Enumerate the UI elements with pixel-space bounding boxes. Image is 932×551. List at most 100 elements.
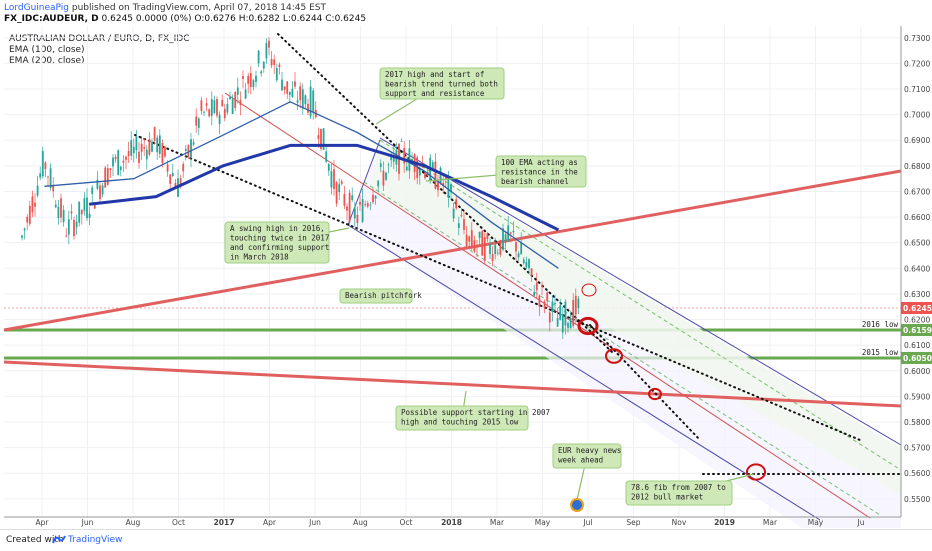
candle-body [236, 87, 239, 95]
candle-body [49, 168, 52, 189]
dotted-resistance-line [277, 33, 613, 353]
candle-body [509, 232, 512, 234]
candle-body [515, 242, 517, 252]
symbol-quote: FX_IDC:AUDEUR, D 0.6245 0.0000 (0%) O:0.… [4, 14, 366, 24]
candle-body [442, 182, 445, 186]
candle-body [275, 68, 278, 81]
annotation-text: 2012 bull market [631, 493, 703, 502]
annotation-text: touching twice in 2017 [230, 234, 329, 243]
candle-body [96, 179, 99, 189]
candle-body [538, 295, 541, 307]
candle-body [465, 234, 468, 247]
candle-body [377, 180, 380, 187]
annotation-text: 100 EMA acting as [501, 158, 578, 167]
x-tick-label: Apr [36, 518, 50, 527]
pitchfork-upper-line [379, 137, 902, 446]
annotation-text: week ahead [558, 456, 603, 465]
level-label: 2016 low [862, 320, 899, 329]
candle-body [182, 163, 185, 172]
candle-body [343, 194, 346, 206]
candle-body [143, 146, 146, 149]
candle-body [351, 195, 354, 201]
candle-body [468, 236, 471, 242]
y-tick-label: 0.6100 [904, 341, 930, 350]
y-tick-label: 0.5500 [904, 495, 930, 504]
candle-body [312, 90, 315, 113]
candle-body [213, 100, 216, 114]
candle-body [26, 216, 29, 223]
candle-body [327, 164, 330, 171]
candle-body [262, 61, 265, 69]
candle-body [572, 300, 575, 326]
created-with-text: Created with [6, 535, 64, 545]
candle-body [99, 185, 101, 200]
x-tick-label: Oct [400, 518, 413, 527]
candle-body [283, 86, 286, 90]
author-link[interactable]: LordGuineaPig [4, 3, 69, 13]
candle-body [161, 143, 164, 164]
candle-body [296, 100, 299, 103]
candle-body [392, 156, 395, 162]
candle-body [83, 198, 86, 211]
candle-body [195, 116, 198, 126]
candle-body [135, 136, 138, 151]
candle-body [60, 198, 62, 218]
candle-body [463, 219, 465, 230]
candle-body [106, 168, 109, 185]
pitchfork-inner-fill [370, 140, 901, 495]
candle-body [117, 150, 120, 175]
candle-body [190, 139, 192, 158]
candle-body [473, 240, 476, 252]
symbol-name: FX_IDC:AUDEUR, D [4, 14, 99, 24]
candle-body [93, 204, 96, 209]
candle-body [390, 155, 393, 161]
candle-body [288, 91, 291, 96]
candle-body [62, 209, 65, 223]
candle-body [517, 253, 520, 258]
candle-body [174, 182, 177, 189]
candle-body [39, 173, 42, 178]
candle-body [577, 298, 580, 309]
candle-body [158, 135, 161, 154]
candle-body [247, 75, 250, 84]
rising-trendline [3, 169, 902, 332]
price-tag-label: 0.6159 [903, 326, 932, 335]
candle-body [242, 76, 244, 80]
candle-body [75, 221, 78, 228]
x-tick-label: Ju [857, 518, 865, 527]
annotation-text: EUR heavy news [558, 446, 621, 455]
candle-body [109, 168, 112, 171]
candle-body [525, 261, 528, 268]
tradingview-brand-link[interactable]: TradingView [68, 535, 123, 545]
candle-body [70, 211, 73, 214]
candle-body [234, 92, 237, 109]
time-axis: Apr Jun Aug Oct 2017 Apr Jun Aug Oct 2018 Mar May Ju… [4, 516, 901, 527]
candle-body [252, 79, 255, 88]
legend-ema100[interactable]: EMA (100, close) [9, 45, 85, 55]
candle-body [564, 301, 567, 326]
y-tick-label: 0.5700 [904, 444, 930, 453]
candle-body [353, 207, 356, 219]
candle-body [403, 147, 406, 164]
highlight-circle [648, 387, 662, 401]
annotation-box [224, 221, 330, 264]
y-tick-label: 0.6500 [904, 239, 930, 248]
candle-body [460, 215, 463, 217]
candle-body [179, 178, 182, 187]
candle-body [91, 187, 94, 194]
highlight-circle [581, 283, 597, 297]
price-tag [901, 324, 932, 337]
x-tick-label: 2017 [214, 518, 235, 527]
candle-body [457, 223, 460, 229]
price-tag [901, 301, 932, 314]
y-tick-label: 0.7100 [904, 85, 930, 94]
candle-body [294, 81, 296, 87]
candle-body [325, 151, 328, 162]
candle-body [559, 305, 562, 320]
candle-body [80, 209, 83, 215]
candle-body [546, 292, 549, 301]
legend-ema200[interactable]: EMA (200, close) [9, 56, 85, 66]
y-tick-label: 0.7000 [904, 111, 930, 120]
candle-body [333, 169, 335, 189]
